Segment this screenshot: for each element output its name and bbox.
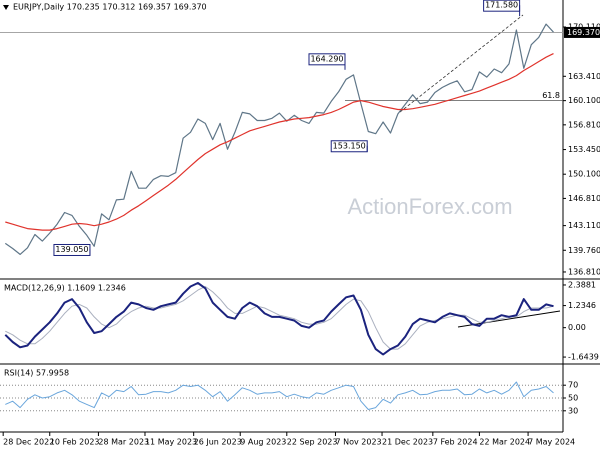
annotation-label: 164.290 [310,54,343,63]
x-tick-label: 11 May 2023 [145,438,197,447]
panel-title: RSI(14) 57.9958 [4,369,69,378]
y-tick-label: 2.3881 [568,280,596,289]
series-line [5,381,554,410]
current-price-box [564,26,600,38]
y-tick-label: 30 [568,406,578,415]
y-tick-label: 160.100 [568,96,600,105]
y-tick-label: 70 [568,381,578,390]
series-line [5,286,554,350]
menu-icon [3,5,9,10]
y-tick-label: 0.00 [568,323,586,332]
y-tick-label: 146.810 [568,194,600,203]
y-tick-label: 163.410 [568,72,600,81]
x-tick-label: 9 Aug 2023 [240,438,286,447]
x-tick-label: 10 Feb 2023 [50,438,100,447]
x-tick-label: 7 May 2024 [528,438,575,447]
series-line [5,53,554,231]
y-tick-label: -1.6439 [568,353,599,362]
x-tick-label: 26 Jun 2023 [194,438,242,447]
panel-title: MACD(12,26,9) 1.1609 1.2346 [4,284,126,293]
series-line [4,23,554,255]
annotation-label: 171.580 [485,1,518,10]
y-tick-label: 139.760 [568,246,600,255]
x-tick-label: 22 Mar 2024 [479,438,530,447]
y-tick-label: 150.100 [568,170,600,179]
series-line [4,282,554,356]
x-tick-label: 7 Nov 2023 [335,438,381,447]
level-label: 61.8 [542,91,560,100]
x-tick-label: 7 Feb 2024 [433,438,478,447]
x-tick-label: 22 Sep 2023 [287,438,338,447]
annotation-label: 153.150 [333,141,366,150]
panel-title: EURJPY,Daily 170.235 170.312 169.357 169… [13,3,207,12]
x-tick-label: 28 Dec 2022 [3,438,54,447]
watermark: ActionForex.com [347,194,512,219]
y-tick-label: 136.810 [568,267,600,276]
current-price-label: 169.370 [567,28,600,37]
y-tick-label: 143.110 [568,221,600,230]
trend-line [399,14,524,113]
x-tick-label: 28 Mar 2023 [98,438,149,447]
y-tick-label: 153.450 [568,145,600,154]
y-tick-label: 50 [568,394,578,403]
annotation-label: 139.050 [55,245,88,254]
y-tick-label: 1.2346 [568,301,596,310]
y-tick-label: 156.810 [568,120,600,129]
x-tick-label: 21 Dec 2023 [382,438,433,447]
